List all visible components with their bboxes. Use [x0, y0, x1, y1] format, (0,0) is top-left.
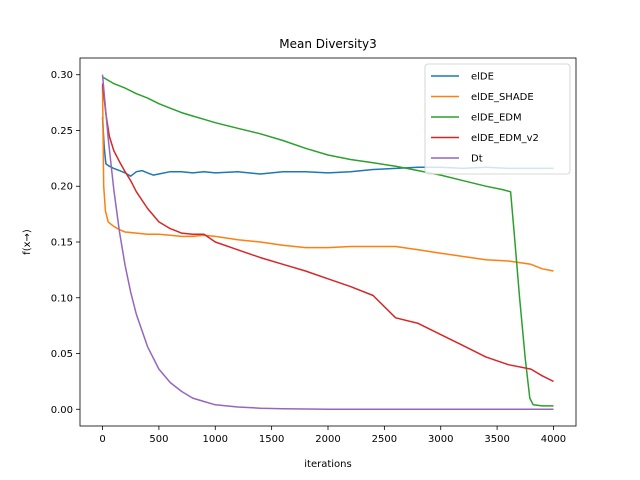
y-tick-label: 0.30 [51, 70, 73, 81]
legend-label: Dt [471, 154, 483, 165]
legend-label: elDE_SHADE [471, 92, 534, 103]
y-tick-label: 0.25 [51, 126, 73, 137]
x-axis-ticks: 0 500 1000 1500 2000 2500 3000 3500 4000 [99, 426, 566, 445]
legend-label: elDE_EDM_v2 [471, 133, 539, 144]
chart-title: Mean Diversity3 [279, 37, 377, 51]
x-tick-label: 1500 [259, 434, 284, 445]
legend-label: elDE [471, 72, 494, 83]
y-tick-label: 0.00 [51, 405, 73, 416]
series-line-elde_edm [102, 76, 554, 407]
x-tick-label: 3500 [484, 434, 509, 445]
x-tick-label: 2500 [372, 434, 397, 445]
y-tick-label: 0.20 [51, 182, 73, 193]
series-line-elde_edm_v2 [101, 83, 554, 383]
y-tick-label: 0.10 [51, 293, 73, 304]
legend-box [424, 63, 571, 175]
y-axis-ticks: 0.00 0.05 0.10 0.15 0.20 0.25 0.30 [51, 70, 80, 416]
y-axis-label: f(x→) [22, 229, 33, 255]
x-tick-label: 2000 [315, 434, 340, 445]
x-tick-label: 3000 [428, 434, 453, 445]
series-line-dt [101, 74, 554, 411]
x-tick-label: 500 [149, 434, 168, 445]
x-tick-label: 1000 [203, 434, 228, 445]
y-tick-label: 0.05 [51, 349, 73, 360]
x-tick-label: 0 [99, 434, 105, 445]
x-axis-label: iterations [304, 459, 351, 470]
y-tick-label: 0.15 [51, 238, 73, 249]
legend: elDE elDE_SHADE elDE_EDM elDE_EDM_v2 Dt [424, 63, 571, 175]
x-tick-label: 4000 [541, 434, 566, 445]
legend-label: elDE_EDM [471, 113, 522, 124]
